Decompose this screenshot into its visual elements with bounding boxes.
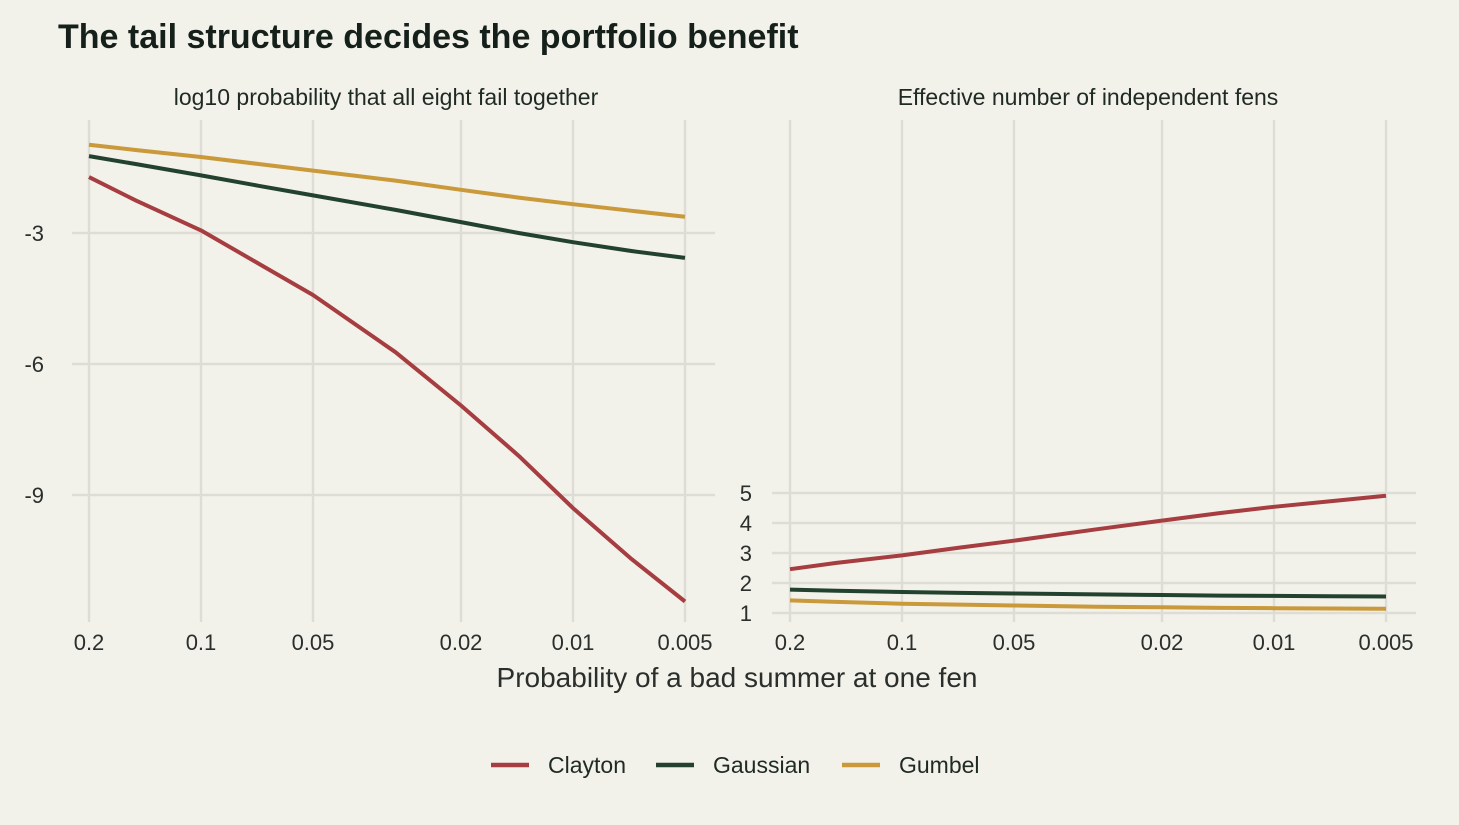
- panel-left-title: log10 probability that all eight fail to…: [174, 84, 599, 110]
- y-tick-label: 2: [740, 571, 752, 596]
- x-tick-label: 0.1: [186, 630, 217, 655]
- y-tick-label: 3: [740, 541, 752, 566]
- x-tick-label: 0.005: [1358, 630, 1413, 655]
- x-tick-label: 0.2: [74, 630, 105, 655]
- y-tick-label: 1: [740, 601, 752, 626]
- y-tick-label: 5: [740, 481, 752, 506]
- y-tick-label: -3: [24, 221, 44, 246]
- x-tick-label: 0.01: [552, 630, 595, 655]
- panel-right: Effective number of independent fens 0.2…: [740, 84, 1416, 655]
- x-tick-label: 0.05: [993, 630, 1036, 655]
- panel-left: log10 probability that all eight fail to…: [24, 84, 715, 655]
- y-tick-label: -6: [24, 352, 44, 377]
- legend-label-clayton: Clayton: [548, 752, 626, 778]
- x-tick-label: 0.01: [1253, 630, 1296, 655]
- series-line-gaussian-right: [789, 587, 1387, 599]
- x-tick-label: 0.02: [1141, 630, 1184, 655]
- series-line-gumbel-left: [88, 142, 686, 219]
- series-line-gumbel-right: [789, 598, 1387, 611]
- x-tick-label: 0.05: [292, 630, 335, 655]
- x-tick-label: 0.1: [887, 630, 918, 655]
- legend: Clayton Gaussian Gumbel: [491, 752, 980, 778]
- series-line-gaussian-left: [88, 154, 686, 260]
- chart-title: The tail structure decides the portfolio…: [58, 18, 799, 56]
- series-line-clayton-right: [789, 493, 1387, 572]
- y-tick-label: 4: [740, 511, 752, 536]
- x-tick-label: 0.2: [775, 630, 806, 655]
- legend-label-gumbel: Gumbel: [899, 752, 980, 778]
- x-tick-label: 0.005: [657, 630, 712, 655]
- y-tick-label: -9: [24, 483, 44, 508]
- panel-right-title: Effective number of independent fens: [898, 84, 1279, 110]
- legend-label-gaussian: Gaussian: [713, 752, 810, 778]
- x-axis-label: Probability of a bad summer at one fen: [497, 662, 978, 693]
- series-line-clayton-left: [88, 175, 687, 604]
- x-tick-label: 0.02: [440, 630, 483, 655]
